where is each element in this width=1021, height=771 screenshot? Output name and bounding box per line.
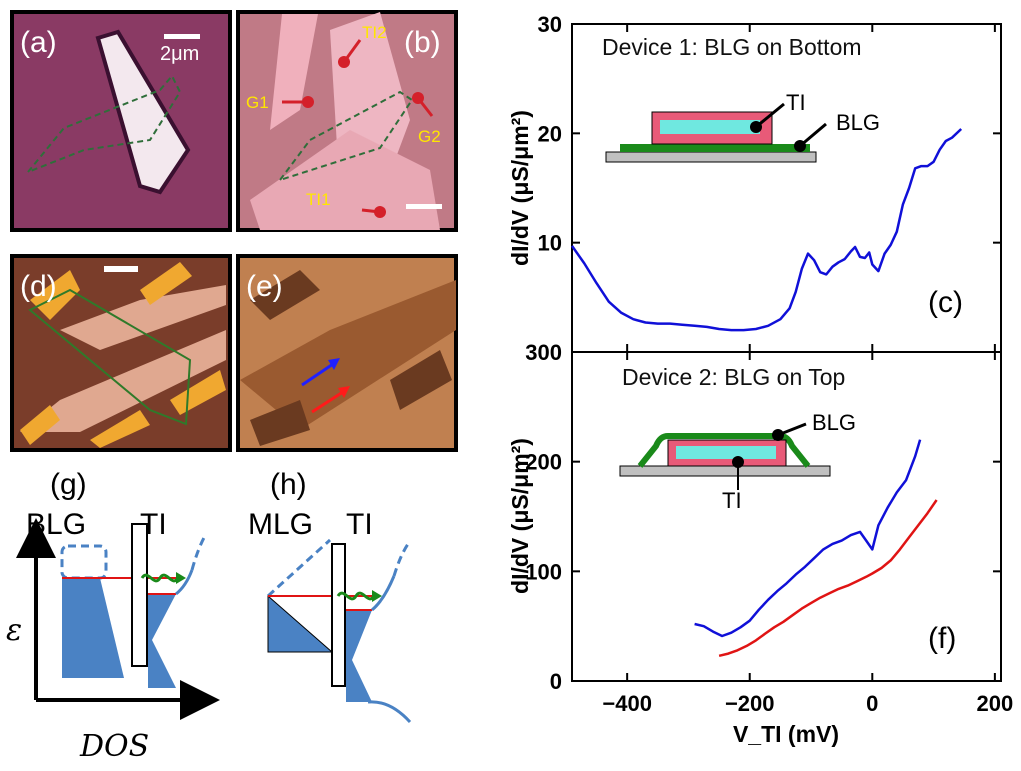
- x-tick-label-f: −200: [725, 691, 775, 716]
- micrograph-a: 2μm (a): [10, 10, 232, 232]
- schematic-g: (g) BLG TI ε DOS: [6, 468, 220, 764]
- inset-label-blg-f: BLG: [812, 410, 856, 435]
- chart-device-2: Device 2: BLG on Top dI/dV (μS/μm²) V_TI…: [507, 340, 1013, 747]
- tag-g2: G2: [418, 127, 441, 146]
- micrograph-b: TI2 G1 G2 TI1 (b): [236, 10, 458, 232]
- x-tick-label-f: 200: [977, 691, 1014, 716]
- chart-title-c: Device 1: BLG on Bottom: [602, 34, 862, 60]
- panel-label-b: (b): [404, 26, 441, 59]
- schematic-h: (h) MLG TI: [248, 468, 412, 724]
- x-axis-label-f: V_TI (mV): [733, 721, 839, 747]
- inset-label-blg-c: BLG: [836, 110, 880, 135]
- h-right-label: TI: [346, 508, 373, 541]
- series-line-c-0: [570, 128, 963, 332]
- y-axis-label-f: dI/dV (μS/μm²): [507, 438, 533, 594]
- h-left-label: MLG: [248, 508, 313, 541]
- y-tick-label-c: 30: [538, 12, 562, 37]
- tag-ti2: TI2: [362, 23, 387, 42]
- y-tick-label-c: 10: [538, 231, 562, 256]
- inset-device-1: TI BLG: [605, 90, 880, 163]
- chart-device-1: Device 1: BLG on Bottom dI/dV (μS/μm²) (…: [507, 12, 1002, 353]
- x-tick-label-f: 0: [866, 691, 878, 716]
- inset-label-ti-f: TI: [722, 488, 742, 513]
- x-tick-label-f: −400: [602, 691, 652, 716]
- y-tick-label-f: 100: [525, 559, 562, 584]
- dos-axis-label: DOS: [79, 729, 149, 764]
- y-tick-label-f: 300: [525, 340, 562, 365]
- y-tick-label-f: 200: [525, 450, 562, 475]
- y-axis-label-c: dI/dV (μS/μm²): [507, 110, 533, 266]
- series-line-f-0: [694, 439, 922, 638]
- panel-label-f: (f): [928, 622, 956, 655]
- y-tick-label-c: 20: [538, 121, 562, 146]
- energy-axis-label: ε: [6, 613, 22, 648]
- tag-g1: G1: [246, 93, 269, 112]
- plot-frame-f: [571, 351, 1002, 682]
- inset-label-ti-c: TI: [786, 90, 806, 115]
- tag-ti1: TI1: [306, 190, 331, 209]
- panel-label-e: (e): [246, 270, 283, 303]
- y-tick-label-f: 0: [550, 669, 562, 694]
- scale-bar: [164, 34, 200, 39]
- panel-label-g: (g): [50, 468, 87, 501]
- plot-frame-c: [571, 23, 1002, 353]
- panel-label-d: (d): [20, 270, 57, 303]
- panel-label-h: (h): [270, 468, 307, 501]
- panel-label-c: (c): [928, 286, 963, 319]
- chart-title-f: Device 2: BLG on Top: [622, 364, 845, 390]
- micrograph-d: (d): [10, 254, 232, 452]
- scale-label: 2μm: [160, 43, 199, 65]
- panel-label-a: (a): [20, 26, 57, 59]
- inset-device-2: BLG TI: [619, 410, 856, 513]
- micrograph-e: (e): [236, 254, 458, 452]
- series-line-f-1: [718, 499, 938, 658]
